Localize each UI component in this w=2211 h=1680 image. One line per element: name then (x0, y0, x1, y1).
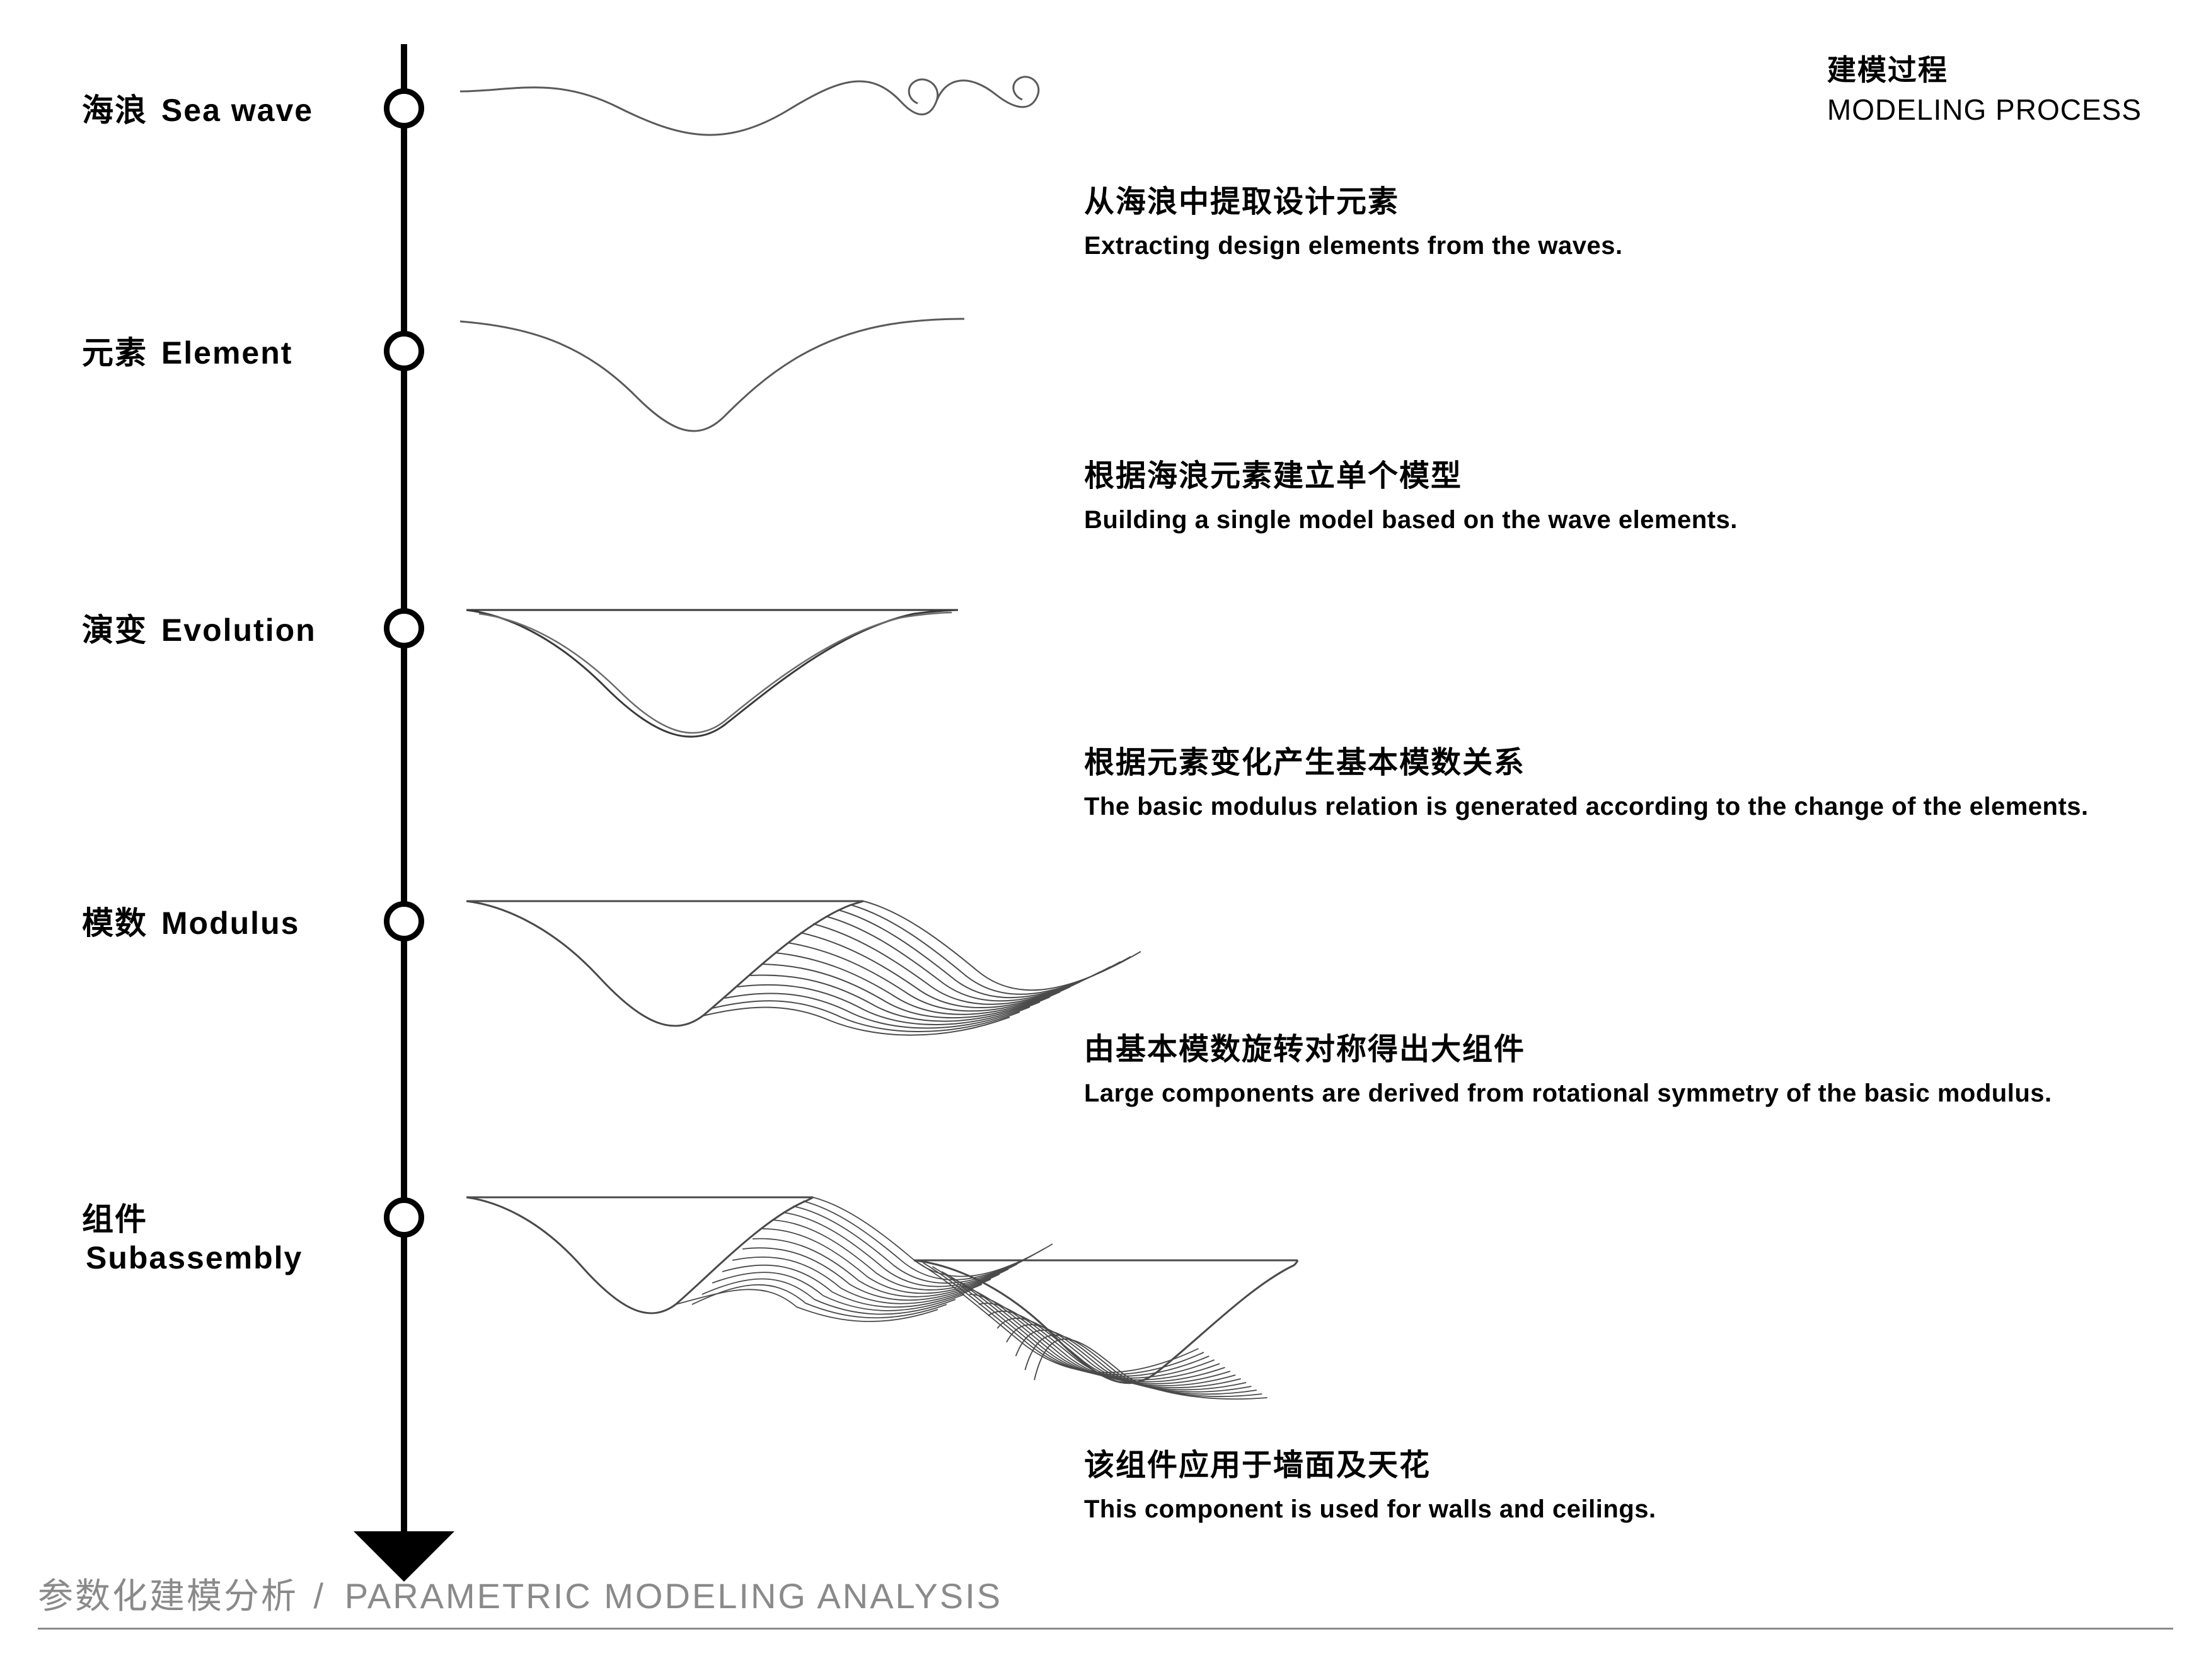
stage-desc-zh: 根据元素变化产生基本模数关系 (1084, 737, 2156, 781)
stage-label-element: 元素 Element (82, 328, 378, 373)
stage-desc-en: This component is used for walls and cei… (1084, 1495, 2156, 1524)
stage-desc-evolution: 根据元素变化产生基本模数关系 The basic modulus relatio… (1084, 737, 2156, 821)
footer-title-zh: 参数化建模分析 (38, 1576, 298, 1616)
stage-label-en: Element (161, 335, 293, 371)
stage-label-en: Modulus (161, 906, 300, 941)
illustration-element (460, 309, 964, 466)
stage-label-zh: 元素 (82, 335, 147, 371)
stage-label-zh: 海浪 (82, 93, 147, 128)
stage-desc-en: The basic modulus relation is generated … (1084, 793, 2156, 821)
footer-slash: / (302, 1576, 337, 1616)
stage-desc-zh: 从海浪中提取设计元素 (1084, 176, 2156, 221)
timeline-node-evolution (384, 608, 424, 648)
stage-desc-en: Large components are derived from rotati… (1084, 1079, 2156, 1108)
header-title-en: MODELING PROCESS (1827, 93, 2142, 127)
header-block: 建模过程 MODELING PROCESS (1827, 47, 2142, 127)
stage-label-subassembly: 组件 Subassembly (82, 1194, 378, 1276)
timeline-node-seawave (384, 88, 424, 129)
stage-label-modulus: 模数 Modulus (82, 898, 378, 943)
stage-label-en: Evolution (161, 613, 316, 648)
stage-desc-element: 根据海浪元素建立单个模型 Building a single model bas… (1084, 451, 2156, 534)
stage-desc-seawave: 从海浪中提取设计元素 Extracting design elements fr… (1084, 176, 2156, 260)
stage-label-zh: 模数 (82, 906, 147, 941)
footer-title: 参数化建模分析 / PARAMETRIC MODELING ANALYSIS (38, 1568, 2173, 1619)
timeline-axis (401, 44, 407, 1538)
illustration-subassembly (460, 1178, 1342, 1430)
stage-label-zh: 组件 (82, 1202, 147, 1237)
stage-label-evolution: 演变 Evolution (82, 605, 378, 650)
page: 建模过程 MODELING PROCESS 海浪 Sea wave 从海浪中提取… (0, 0, 2211, 1680)
footer: 参数化建模分析 / PARAMETRIC MODELING ANALYSIS (38, 1568, 2173, 1630)
illustration-evolution (460, 592, 964, 769)
illustration-seawave (460, 57, 1090, 164)
header-title-zh: 建模过程 (1827, 47, 2142, 89)
stage-label-en: Sea wave (161, 93, 313, 128)
stage-desc-zh: 由基本模数旋转对称得出大组件 (1084, 1024, 2156, 1068)
footer-title-en: PARAMETRIC MODELING ANALYSIS (345, 1576, 1002, 1616)
timeline-node-subassembly (384, 1197, 424, 1238)
stage-label-seawave: 海浪 Sea wave (82, 85, 378, 130)
timeline-node-modulus (384, 901, 424, 941)
stage-desc-subassembly: 该组件应用于墙面及天花 This component is used for w… (1084, 1440, 2156, 1524)
stage-label-zh: 演变 (82, 613, 147, 648)
stage-label-en: Subassembly (86, 1240, 303, 1275)
stage-desc-zh: 该组件应用于墙面及天花 (1084, 1440, 2156, 1484)
timeline-node-element (384, 331, 424, 371)
illustration-modulus (460, 882, 1153, 1071)
stage-desc-en: Building a single model based on the wav… (1084, 506, 2156, 534)
stage-desc-zh: 根据海浪元素建立单个模型 (1084, 451, 2156, 495)
stage-desc-en: Extracting design elements from the wave… (1084, 232, 2156, 260)
footer-rule (38, 1628, 2173, 1630)
stage-desc-modulus: 由基本模数旋转对称得出大组件 Large components are deri… (1084, 1024, 2156, 1108)
